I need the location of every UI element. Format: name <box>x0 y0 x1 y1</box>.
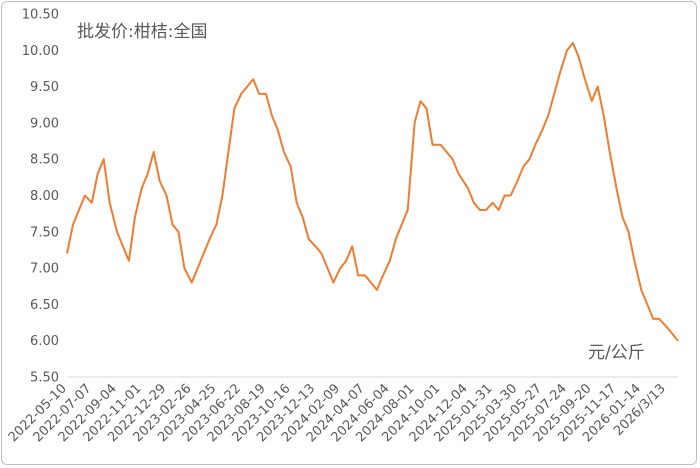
series-line <box>66 42 679 342</box>
y-tick-label: 7.00 <box>30 262 59 277</box>
y-tick-label: 6.00 <box>30 334 59 349</box>
y-tick-label: 8.00 <box>30 189 59 204</box>
y-tick-label: 5.50 <box>30 371 59 386</box>
y-tick-label: 9.00 <box>30 116 59 131</box>
y-tick-label: 6.50 <box>30 298 59 313</box>
y-tick-label: 10.00 <box>22 44 59 59</box>
y-tick-label: 8.50 <box>30 153 59 168</box>
y-tick-label: 9.50 <box>30 80 59 95</box>
y-tick-label: 7.50 <box>30 225 59 240</box>
y-tick-label: 10.50 <box>22 8 59 23</box>
chart-title: 批发价:柑桔:全国 <box>77 22 207 42</box>
x-axis-ticks: 2022-05-102022-07-072022-09-042022-11-01… <box>6 381 669 445</box>
unit-label: 元/公斤 <box>588 343 645 363</box>
y-axis-ticks: 5.50 6.00 6.50 7.00 7.50 8.00 8.50 9.00 9.50 10.0… <box>22 8 59 386</box>
